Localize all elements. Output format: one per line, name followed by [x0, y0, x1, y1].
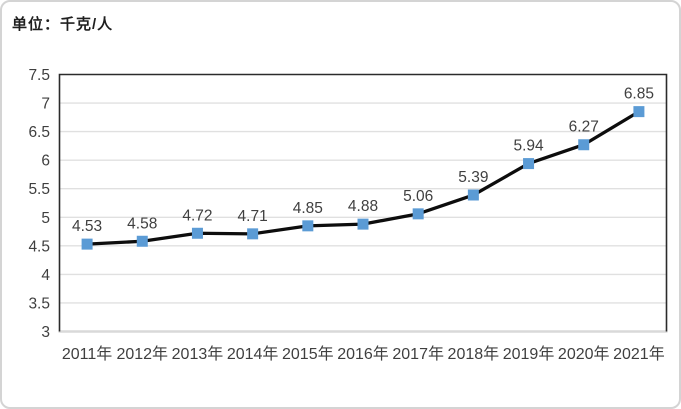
y-axis-tick-label: 6.5	[28, 124, 50, 141]
data-point-label: 6.27	[569, 119, 599, 136]
y-axis-tick-label: 3	[41, 324, 50, 341]
data-point-marker	[523, 158, 535, 170]
data-point-marker	[467, 189, 479, 201]
y-axis-tick-label: 6	[41, 153, 50, 170]
x-axis-tick-label: 2011年	[62, 345, 112, 363]
data-point-label: 4.53	[72, 218, 102, 235]
unit-label: 单位：千克/人	[12, 16, 114, 33]
data-point-marker	[357, 218, 369, 230]
data-point-marker	[633, 106, 645, 118]
data-point-marker	[578, 139, 590, 151]
plot-border	[58, 73, 668, 332]
data-point-label: 4.72	[182, 207, 212, 224]
x-axis-tick-label: 2020年	[558, 345, 610, 363]
y-axis-tick-label: 7	[41, 96, 50, 113]
data-point-label: 4.58	[127, 215, 157, 232]
data-point-label: 5.39	[458, 169, 488, 186]
data-point-label: 5.94	[513, 138, 544, 155]
data-point-label: 4.85	[293, 200, 323, 217]
y-axis-tick-label: 5	[41, 210, 50, 227]
x-axis-tick-label: 2021年	[613, 345, 665, 363]
y-axis-tick-label: 4.5	[28, 238, 50, 255]
y-axis-tick-label: 4	[41, 267, 50, 284]
data-point-marker	[136, 235, 148, 247]
data-point-marker	[191, 227, 203, 239]
data-point-label: 6.85	[624, 86, 654, 103]
x-axis-tick-label: 2014年	[227, 345, 279, 363]
x-axis-tick-label: 2016年	[337, 345, 389, 363]
data-point-marker	[247, 228, 259, 240]
y-axis-tick-label: 7.5	[28, 67, 50, 84]
data-point-label: 4.88	[348, 198, 378, 215]
data-point-label: 4.71	[238, 208, 268, 225]
x-axis-tick-label: 2017年	[392, 345, 444, 363]
x-axis-tick-label: 2012年	[116, 345, 168, 363]
y-axis-tick-label: 5.5	[28, 181, 50, 198]
x-axis-tick-label: 2019年	[503, 345, 555, 363]
x-axis-tick-label: 2013年	[172, 345, 224, 363]
data-point-marker	[302, 220, 314, 232]
x-axis-tick-label: 2015年	[282, 345, 334, 363]
y-axis-tick-label: 3.5	[28, 295, 50, 312]
x-axis-tick-label: 2018年	[448, 345, 500, 363]
data-point-label: 5.06	[403, 188, 433, 205]
data-point-marker	[81, 238, 93, 250]
data-point-marker	[412, 208, 424, 220]
